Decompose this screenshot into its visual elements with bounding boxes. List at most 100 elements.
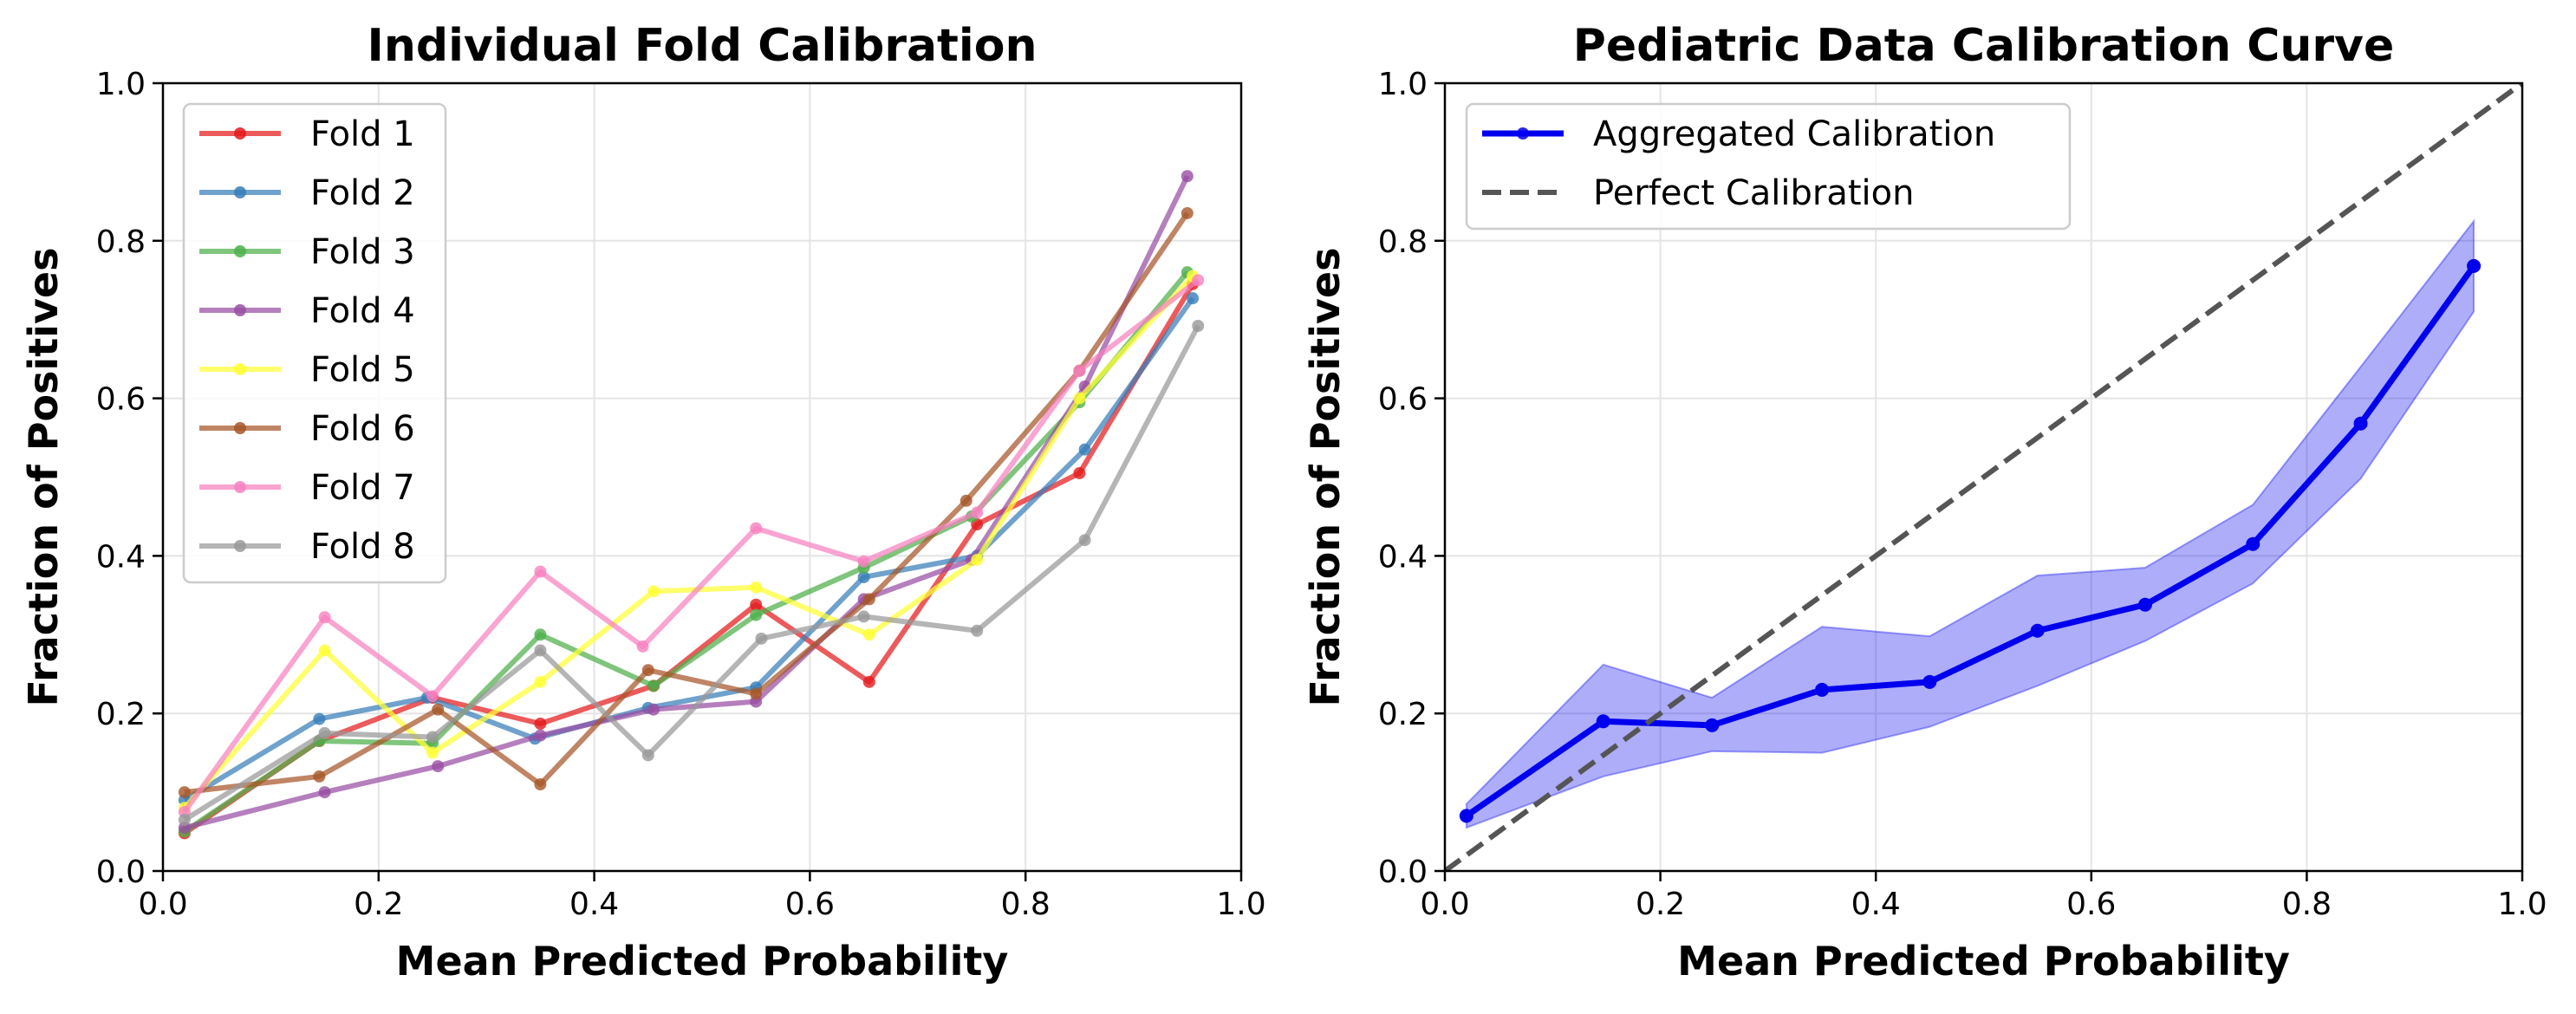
data-point bbox=[534, 644, 547, 657]
data-point bbox=[1459, 809, 1473, 823]
data-point bbox=[1187, 292, 1200, 305]
data-point bbox=[750, 581, 763, 594]
y-tick-label: 0.8 bbox=[96, 224, 146, 260]
data-point bbox=[534, 718, 547, 731]
chart-title: Individual Fold Calibration bbox=[368, 20, 1038, 72]
plot-data bbox=[178, 170, 1205, 840]
data-point bbox=[971, 506, 984, 519]
y-tick-label: 0.2 bbox=[96, 697, 146, 732]
data-point bbox=[534, 729, 547, 742]
x-axis-label: Mean Predicted Probability bbox=[396, 938, 1009, 985]
x-tick-label: 0.0 bbox=[138, 887, 187, 922]
data-point bbox=[755, 632, 768, 645]
data-point bbox=[2467, 258, 2482, 273]
data-point bbox=[857, 610, 870, 623]
data-point bbox=[857, 570, 870, 583]
y-tick-label: 0.0 bbox=[96, 855, 146, 890]
x-axis-label: Mean Predicted Probability bbox=[1677, 938, 2290, 985]
confidence-band bbox=[1465, 218, 2475, 829]
data-point bbox=[1815, 682, 1830, 697]
axes-frame bbox=[1443, 81, 2524, 873]
data-point bbox=[2030, 623, 2045, 638]
data-point bbox=[1078, 443, 1091, 456]
y-tick-label: 0.8 bbox=[1378, 224, 1428, 260]
legend-entry-label: Fold 5 bbox=[310, 350, 415, 390]
series-line-4 bbox=[184, 174, 1190, 830]
data-point bbox=[750, 522, 763, 535]
data-point bbox=[318, 611, 331, 624]
data-point bbox=[1181, 206, 1194, 219]
pediatric-calibration-panel: 0.0 0.2 0.4 0.6 0.8 1.0 0.0 0.2 0.4 0.6 0.8 1.0 Pedi… bbox=[1302, 20, 2547, 985]
x-tick-label: 0.8 bbox=[2282, 887, 2332, 922]
data-point bbox=[1073, 466, 1086, 479]
x-tick-label: 0.4 bbox=[1851, 887, 1901, 922]
y-axis-label: Fraction of Positives bbox=[20, 247, 67, 706]
legend-box bbox=[1465, 102, 2072, 231]
x-tick-label: 0.4 bbox=[569, 887, 619, 922]
x-tick-label: 0.2 bbox=[354, 887, 403, 922]
legend-swatch-marker bbox=[234, 245, 246, 257]
y-tick-label: 0.4 bbox=[1378, 539, 1428, 575]
y-tick-label: 0.6 bbox=[1378, 382, 1428, 418]
y-tick-label: 1.0 bbox=[1378, 67, 1428, 102]
legend: Fold 1 Fold 2 Fold 3 Fold 4 Fold 5 Fold 6 Fold… bbox=[182, 102, 447, 584]
legend-entry-label: Perfect Calibration bbox=[1593, 173, 1914, 213]
data-point bbox=[857, 555, 870, 568]
data-point bbox=[750, 608, 763, 621]
data-point bbox=[750, 687, 763, 700]
series-line-5 bbox=[182, 274, 1195, 810]
data-point bbox=[534, 778, 547, 791]
axes-frame bbox=[161, 81, 1243, 873]
legend: Aggregated Calibration Perfect Calibratio… bbox=[1465, 102, 2072, 231]
y-tick-label: 1.0 bbox=[96, 67, 146, 102]
x-tick-label: 0.0 bbox=[1420, 887, 1469, 922]
x-tick-label: 0.6 bbox=[2066, 887, 2116, 922]
legend-box bbox=[182, 102, 447, 584]
data-point bbox=[1705, 718, 1720, 732]
data-point bbox=[636, 640, 649, 653]
legend-entry-label: Fold 1 bbox=[310, 114, 415, 154]
legend-swatch-marker bbox=[234, 304, 246, 316]
legend-entry-label: Fold 8 bbox=[310, 527, 415, 567]
data-point bbox=[313, 712, 326, 725]
data-point bbox=[178, 786, 191, 799]
y-tick-label: 0.4 bbox=[96, 539, 146, 575]
data-point bbox=[959, 494, 973, 507]
x-tick-label: 1.0 bbox=[1216, 887, 1265, 922]
y-axis-label: Fraction of Positives bbox=[1302, 247, 1349, 706]
x-tick-label: 0.6 bbox=[785, 887, 835, 922]
data-point bbox=[426, 731, 439, 744]
legend-swatch-marker bbox=[234, 186, 246, 198]
plot-data bbox=[1445, 83, 2522, 871]
data-point bbox=[1192, 274, 1205, 287]
chart-title: Pediatric Data Calibration Curve bbox=[1573, 20, 2394, 72]
data-point bbox=[647, 703, 660, 716]
data-point bbox=[971, 624, 984, 637]
y-tick-label: 0.6 bbox=[96, 382, 146, 418]
x-tick-label: 1.0 bbox=[2497, 887, 2547, 922]
legend-swatch-marker bbox=[234, 127, 246, 140]
legend-swatch-marker bbox=[234, 481, 246, 493]
legend-swatch-marker bbox=[234, 422, 246, 434]
individual-fold-panel: 0.0 0.2 0.4 0.6 0.8 1.0 0.0 0.2 0.4 0.6 0.8 1.0 Indi… bbox=[20, 20, 1266, 985]
data-point bbox=[862, 628, 875, 641]
data-point bbox=[1078, 534, 1091, 547]
data-point bbox=[647, 585, 660, 598]
data-point bbox=[2137, 597, 2152, 612]
data-point bbox=[1181, 170, 1194, 183]
data-point bbox=[1192, 319, 1205, 332]
data-point bbox=[641, 664, 654, 677]
data-point bbox=[647, 679, 660, 692]
series-line-1 bbox=[183, 283, 1195, 835]
data-point bbox=[534, 628, 547, 641]
data-point bbox=[641, 749, 654, 762]
data-point bbox=[2353, 416, 2368, 431]
legend-entry-label: Fold 3 bbox=[310, 232, 415, 272]
data-point bbox=[862, 675, 875, 688]
data-point bbox=[534, 565, 547, 578]
legend-entry-label: Fold 4 bbox=[310, 291, 415, 331]
data-point bbox=[432, 760, 445, 773]
x-tick-label: 0.2 bbox=[1636, 887, 1685, 922]
series-line-2 bbox=[1445, 83, 2522, 871]
